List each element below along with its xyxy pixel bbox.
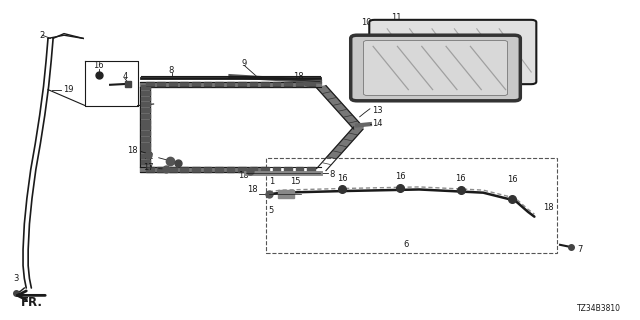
Text: 18: 18 [294,72,304,81]
Bar [141,137,150,141]
Text: 2: 2 [40,31,45,40]
Bar [238,82,246,86]
FancyBboxPatch shape [351,35,520,101]
Text: 19: 19 [63,85,73,94]
Bar [141,143,150,147]
Text: 3: 3 [13,274,19,283]
Polygon shape [317,86,363,129]
Bar [261,82,269,86]
Text: FR.: FR. [21,296,43,309]
Text: 13: 13 [372,106,383,115]
Text: 10: 10 [361,18,371,27]
Text: 18: 18 [238,172,248,180]
Bar [227,82,234,86]
FancyBboxPatch shape [266,158,557,253]
Bar [180,82,188,86]
Text: 18: 18 [127,146,138,155]
Bar [157,82,165,86]
Bar [141,102,150,106]
Text: 9: 9 [242,60,247,68]
Bar [278,190,294,198]
Bar [296,82,303,86]
Bar [204,167,211,172]
Bar [238,167,246,172]
Text: 16: 16 [507,175,517,184]
Text: 8: 8 [169,66,174,75]
Bar [261,167,269,172]
Text: 6: 6 [404,240,409,249]
Text: 11: 11 [392,13,402,22]
Bar [192,82,200,86]
Bar [192,167,200,172]
Bar [141,108,150,112]
Bar [141,148,150,152]
Bar [250,167,257,172]
Bar [140,167,321,172]
Bar [141,91,150,95]
Bar [180,167,188,172]
Bar [141,125,150,129]
Bar [204,82,211,86]
Bar [284,82,292,86]
Bar [227,167,234,172]
FancyBboxPatch shape [364,41,508,95]
Text: 14: 14 [372,119,383,128]
Text: 18: 18 [543,203,554,212]
Text: 7: 7 [577,245,582,254]
Bar [141,131,150,135]
Text: 4: 4 [122,72,127,81]
Bar [284,167,292,172]
Bar [169,82,177,86]
Bar [169,167,177,172]
Bar [141,97,150,100]
Bar [140,87,150,167]
Bar [146,167,154,172]
Bar [146,82,154,86]
Bar [296,167,303,172]
Text: 15: 15 [290,177,300,186]
Bar [307,82,315,86]
Bar [140,82,321,87]
Text: 12: 12 [143,152,154,161]
Bar [273,167,280,172]
Bar [141,120,150,124]
Text: 16: 16 [456,174,466,183]
Text: 16: 16 [337,174,348,183]
Bar [307,167,315,172]
FancyBboxPatch shape [369,20,536,84]
Text: 1: 1 [269,177,274,186]
Bar [273,82,280,86]
Text: 17: 17 [143,164,154,172]
Bar [250,82,257,86]
Bar [141,160,150,164]
Text: 16: 16 [93,61,103,70]
Bar [141,114,150,118]
Text: 18: 18 [247,185,258,194]
Bar [215,82,223,86]
Text: 5: 5 [269,206,274,215]
Bar [157,167,165,172]
Bar [215,167,223,172]
Bar [141,85,150,89]
Polygon shape [317,127,363,171]
Bar [141,154,150,158]
Text: 16: 16 [395,172,405,181]
Text: 8: 8 [330,170,335,179]
Text: TZ34B3810: TZ34B3810 [577,304,621,313]
